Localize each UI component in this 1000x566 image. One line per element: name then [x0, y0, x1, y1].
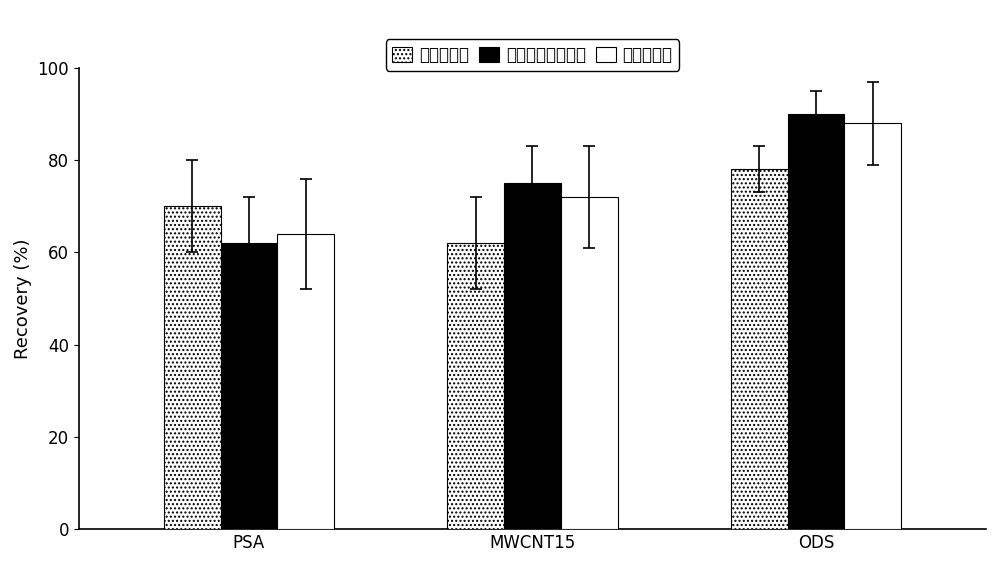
Bar: [447, 243, 504, 529]
Y-axis label: Recovery (%): Recovery (%): [14, 238, 32, 359]
Bar: [221, 243, 277, 529]
Legend: 盐酸氯苯胍, 对氯苯甲酰胺乙酸, 对氯苯甲酸: 盐酸氯苯胍, 对氯苯甲酰胺乙酸, 对氯苯甲酸: [386, 40, 679, 71]
Bar: [561, 197, 618, 529]
Bar: [277, 234, 334, 529]
Bar: [731, 169, 788, 529]
Bar: [164, 207, 221, 529]
Bar: [504, 183, 561, 529]
Bar: [788, 114, 844, 529]
Bar: [844, 123, 901, 529]
